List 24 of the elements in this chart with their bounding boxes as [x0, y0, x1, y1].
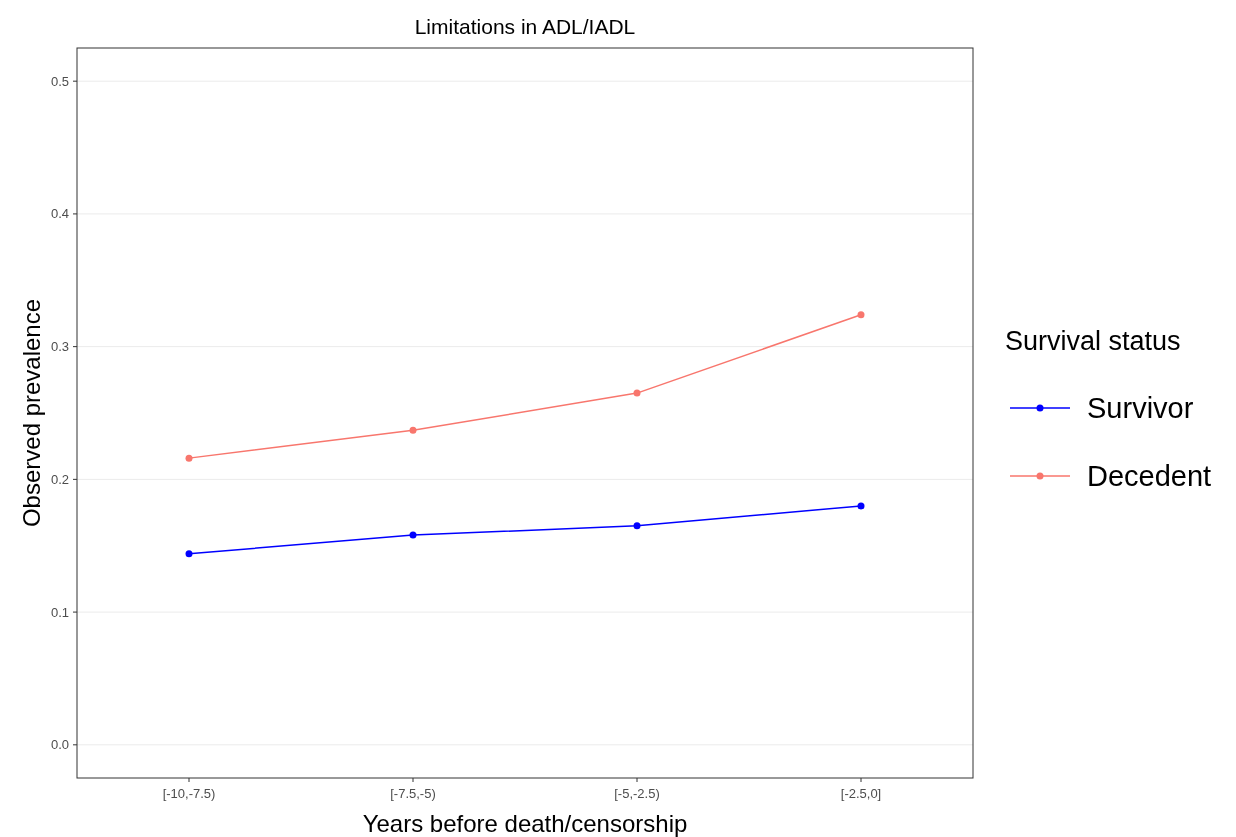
x-tick-label: [-5,-2.5): [614, 786, 660, 801]
y-tick-label: 0.4: [50, 206, 69, 222]
point: [633, 389, 641, 397]
point: [857, 311, 865, 319]
y-tick-label: 0.2: [50, 471, 69, 487]
x-axis-title: Years before death/censorship: [362, 810, 688, 837]
x-tick-label: [-7.5,-5): [390, 786, 436, 801]
point: [185, 550, 193, 558]
point: [857, 502, 865, 510]
y-tick-label: 0.5: [50, 73, 69, 89]
legend-title: Survival status: [1005, 326, 1181, 356]
y-tick-label: 0.3: [50, 339, 69, 355]
chart-title: Limitations in ADL/IADL: [414, 15, 636, 38]
point: [409, 531, 417, 539]
point: [185, 454, 193, 462]
y-tick-label: 0.0: [50, 737, 69, 753]
x-tick-label: [-2.5,0]: [840, 786, 882, 801]
y-tick-label: 0.1: [50, 604, 69, 620]
x-tick-label: [-10,-7.5): [162, 786, 216, 801]
point: [409, 426, 417, 434]
y-axis-title: Observed prevalence: [18, 298, 45, 528]
legend-label: Decedent: [1087, 460, 1212, 493]
legend-label: Survivor: [1087, 392, 1194, 425]
point: [633, 522, 641, 530]
